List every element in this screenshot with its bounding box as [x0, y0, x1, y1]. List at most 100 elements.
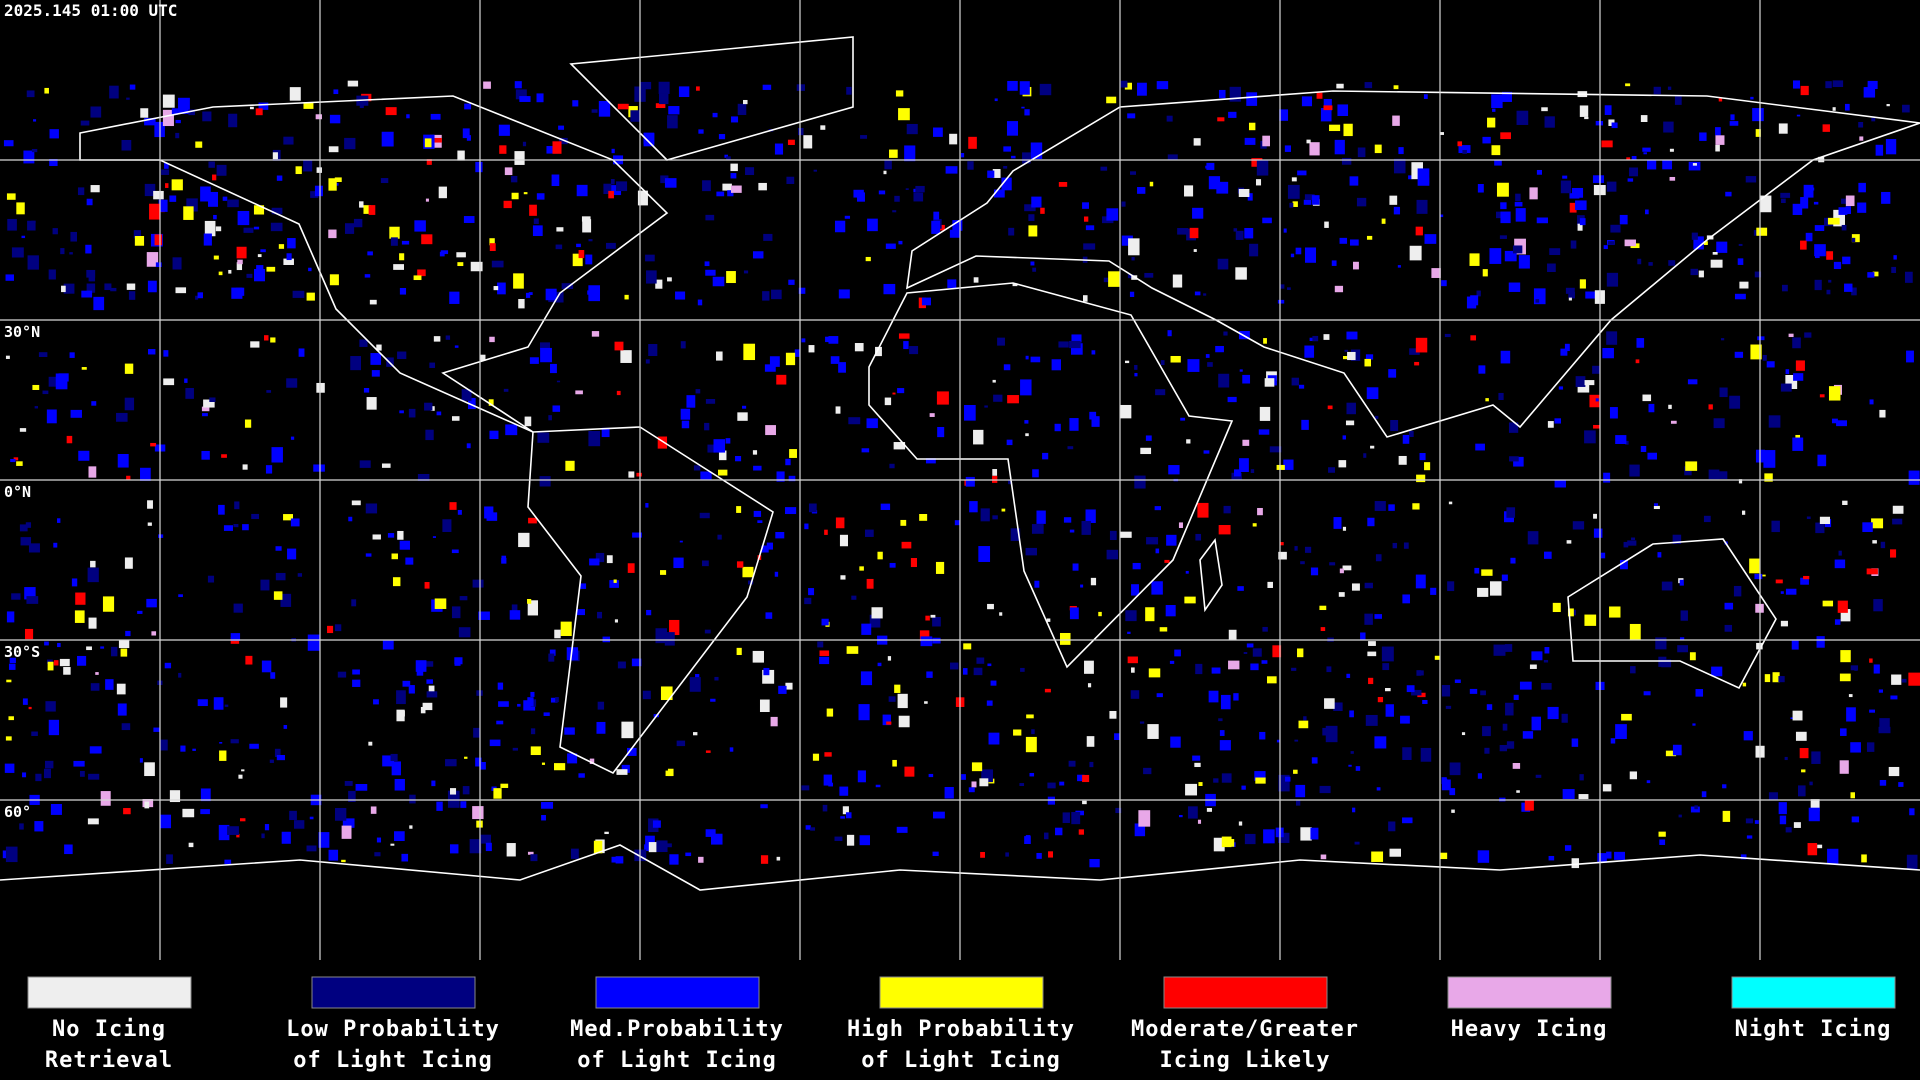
- icing-pixel: [1500, 202, 1507, 210]
- icing-pixel: [1409, 430, 1414, 437]
- icing-pixel: [860, 135, 868, 139]
- icing-pixel: [417, 473, 430, 482]
- icing-pixel: [1711, 666, 1723, 677]
- icing-pixel: [1167, 330, 1172, 337]
- icing-pixel: [794, 349, 801, 357]
- icing-pixel: [345, 223, 355, 234]
- icing-pixel: [366, 397, 377, 410]
- icing-pixel: [1320, 108, 1332, 122]
- icing-pixel: [250, 341, 260, 348]
- icing-pixel: [44, 760, 54, 769]
- icing-pixel: [1892, 505, 1904, 514]
- icing-pixel: [261, 660, 272, 673]
- icing-pixel: [1608, 241, 1614, 245]
- icing-pixel: [1115, 807, 1122, 814]
- icing-pixel: [1319, 605, 1327, 611]
- icing-pixel: [218, 271, 223, 276]
- icing-pixel: [1544, 647, 1550, 654]
- icing-pixel: [1276, 464, 1285, 470]
- icing-pixel: [1708, 469, 1720, 480]
- icing-pixel: [1291, 667, 1297, 671]
- icing-pixel: [295, 166, 302, 175]
- icing-pixel: [546, 146, 558, 154]
- icing-pixel: [158, 199, 168, 212]
- icing-pixel: [1206, 807, 1212, 812]
- icing-pixel: [886, 721, 892, 725]
- icing-pixel: [610, 179, 615, 185]
- icing-pixel: [282, 834, 288, 842]
- icing-pixel: [697, 299, 703, 306]
- icing-pixel: [1827, 217, 1840, 225]
- icing-pixel: [1295, 784, 1306, 798]
- icing-pixel: [59, 658, 70, 667]
- icing-pixel: [497, 682, 504, 690]
- icing-pixel: [1031, 729, 1035, 735]
- icing-pixel: [845, 812, 852, 819]
- icing-pixel: [1349, 176, 1359, 186]
- icing-pixel: [1026, 714, 1034, 719]
- icing-pixel: [1423, 94, 1428, 99]
- icing-pixel: [1013, 729, 1022, 736]
- icing-pixel: [1544, 551, 1552, 559]
- icing-pixel: [245, 655, 253, 665]
- icing-pixel: [714, 676, 719, 681]
- icing-pixel: [628, 471, 635, 478]
- icing-pixel: [1084, 660, 1094, 674]
- icing-pixel: [270, 337, 276, 343]
- icing-pixel: [1208, 176, 1221, 190]
- icing-pixel: [381, 463, 391, 468]
- icing-pixel: [1878, 726, 1891, 734]
- icing-pixel: [1625, 83, 1631, 87]
- icing-pixel: [238, 774, 243, 779]
- icing-pixel: [726, 156, 731, 161]
- icing-pixel: [1508, 282, 1521, 292]
- icing-pixel: [1195, 533, 1202, 541]
- icing-pixel: [730, 185, 742, 193]
- icing-pixel: [614, 619, 618, 623]
- icing-pixel: [1323, 98, 1332, 111]
- icing-pixel: [283, 514, 294, 521]
- icing-pixel: [274, 748, 281, 758]
- icing-pixel: [283, 258, 294, 265]
- icing-pixel: [1134, 372, 1138, 377]
- icing-pixel: [1717, 471, 1728, 479]
- icing-pixel: [8, 716, 14, 721]
- icing-pixel: [1768, 415, 1781, 428]
- icing-pixel: [1842, 256, 1851, 265]
- icing-pixel: [743, 99, 748, 105]
- icing-pixel: [303, 102, 314, 109]
- icing-pixel: [1885, 139, 1897, 155]
- icing-pixel: [1828, 279, 1832, 283]
- icing-pixel: [1502, 723, 1508, 731]
- icing-pixel: [208, 161, 215, 168]
- icing-pixel: [615, 856, 624, 864]
- icing-pixel: [224, 859, 232, 865]
- icing-pixel: [537, 432, 550, 443]
- icing-pixel: [489, 238, 495, 246]
- icing-pixel: [838, 289, 850, 299]
- icing-pixel: [919, 630, 930, 642]
- icing-pixel: [981, 769, 993, 783]
- icing-pixel: [394, 778, 405, 791]
- icing-pixel: [1570, 240, 1577, 249]
- icing-pixel: [1833, 261, 1842, 270]
- icing-pixel: [1374, 415, 1379, 419]
- icing-pixel: [1350, 751, 1354, 754]
- icing-pixel: [501, 555, 507, 563]
- icing-pixel: [1414, 361, 1420, 366]
- icing-pixel: [1297, 170, 1307, 176]
- icing-pixel: [146, 598, 157, 608]
- icing-pixel: [1298, 720, 1309, 729]
- icing-pixel: [1654, 503, 1659, 506]
- icing-pixel: [742, 405, 747, 409]
- icing-pixel: [202, 413, 208, 417]
- icing-pixel: [704, 422, 710, 431]
- icing-pixel: [1203, 450, 1210, 454]
- icing-pixel: [613, 579, 617, 583]
- icing-pixel: [897, 693, 908, 709]
- icing-pixel: [1304, 345, 1315, 358]
- icing-pixel: [776, 856, 781, 861]
- icing-pixel: [1478, 365, 1486, 374]
- icing-pixel: [1218, 89, 1226, 99]
- icing-pixel: [1208, 690, 1219, 703]
